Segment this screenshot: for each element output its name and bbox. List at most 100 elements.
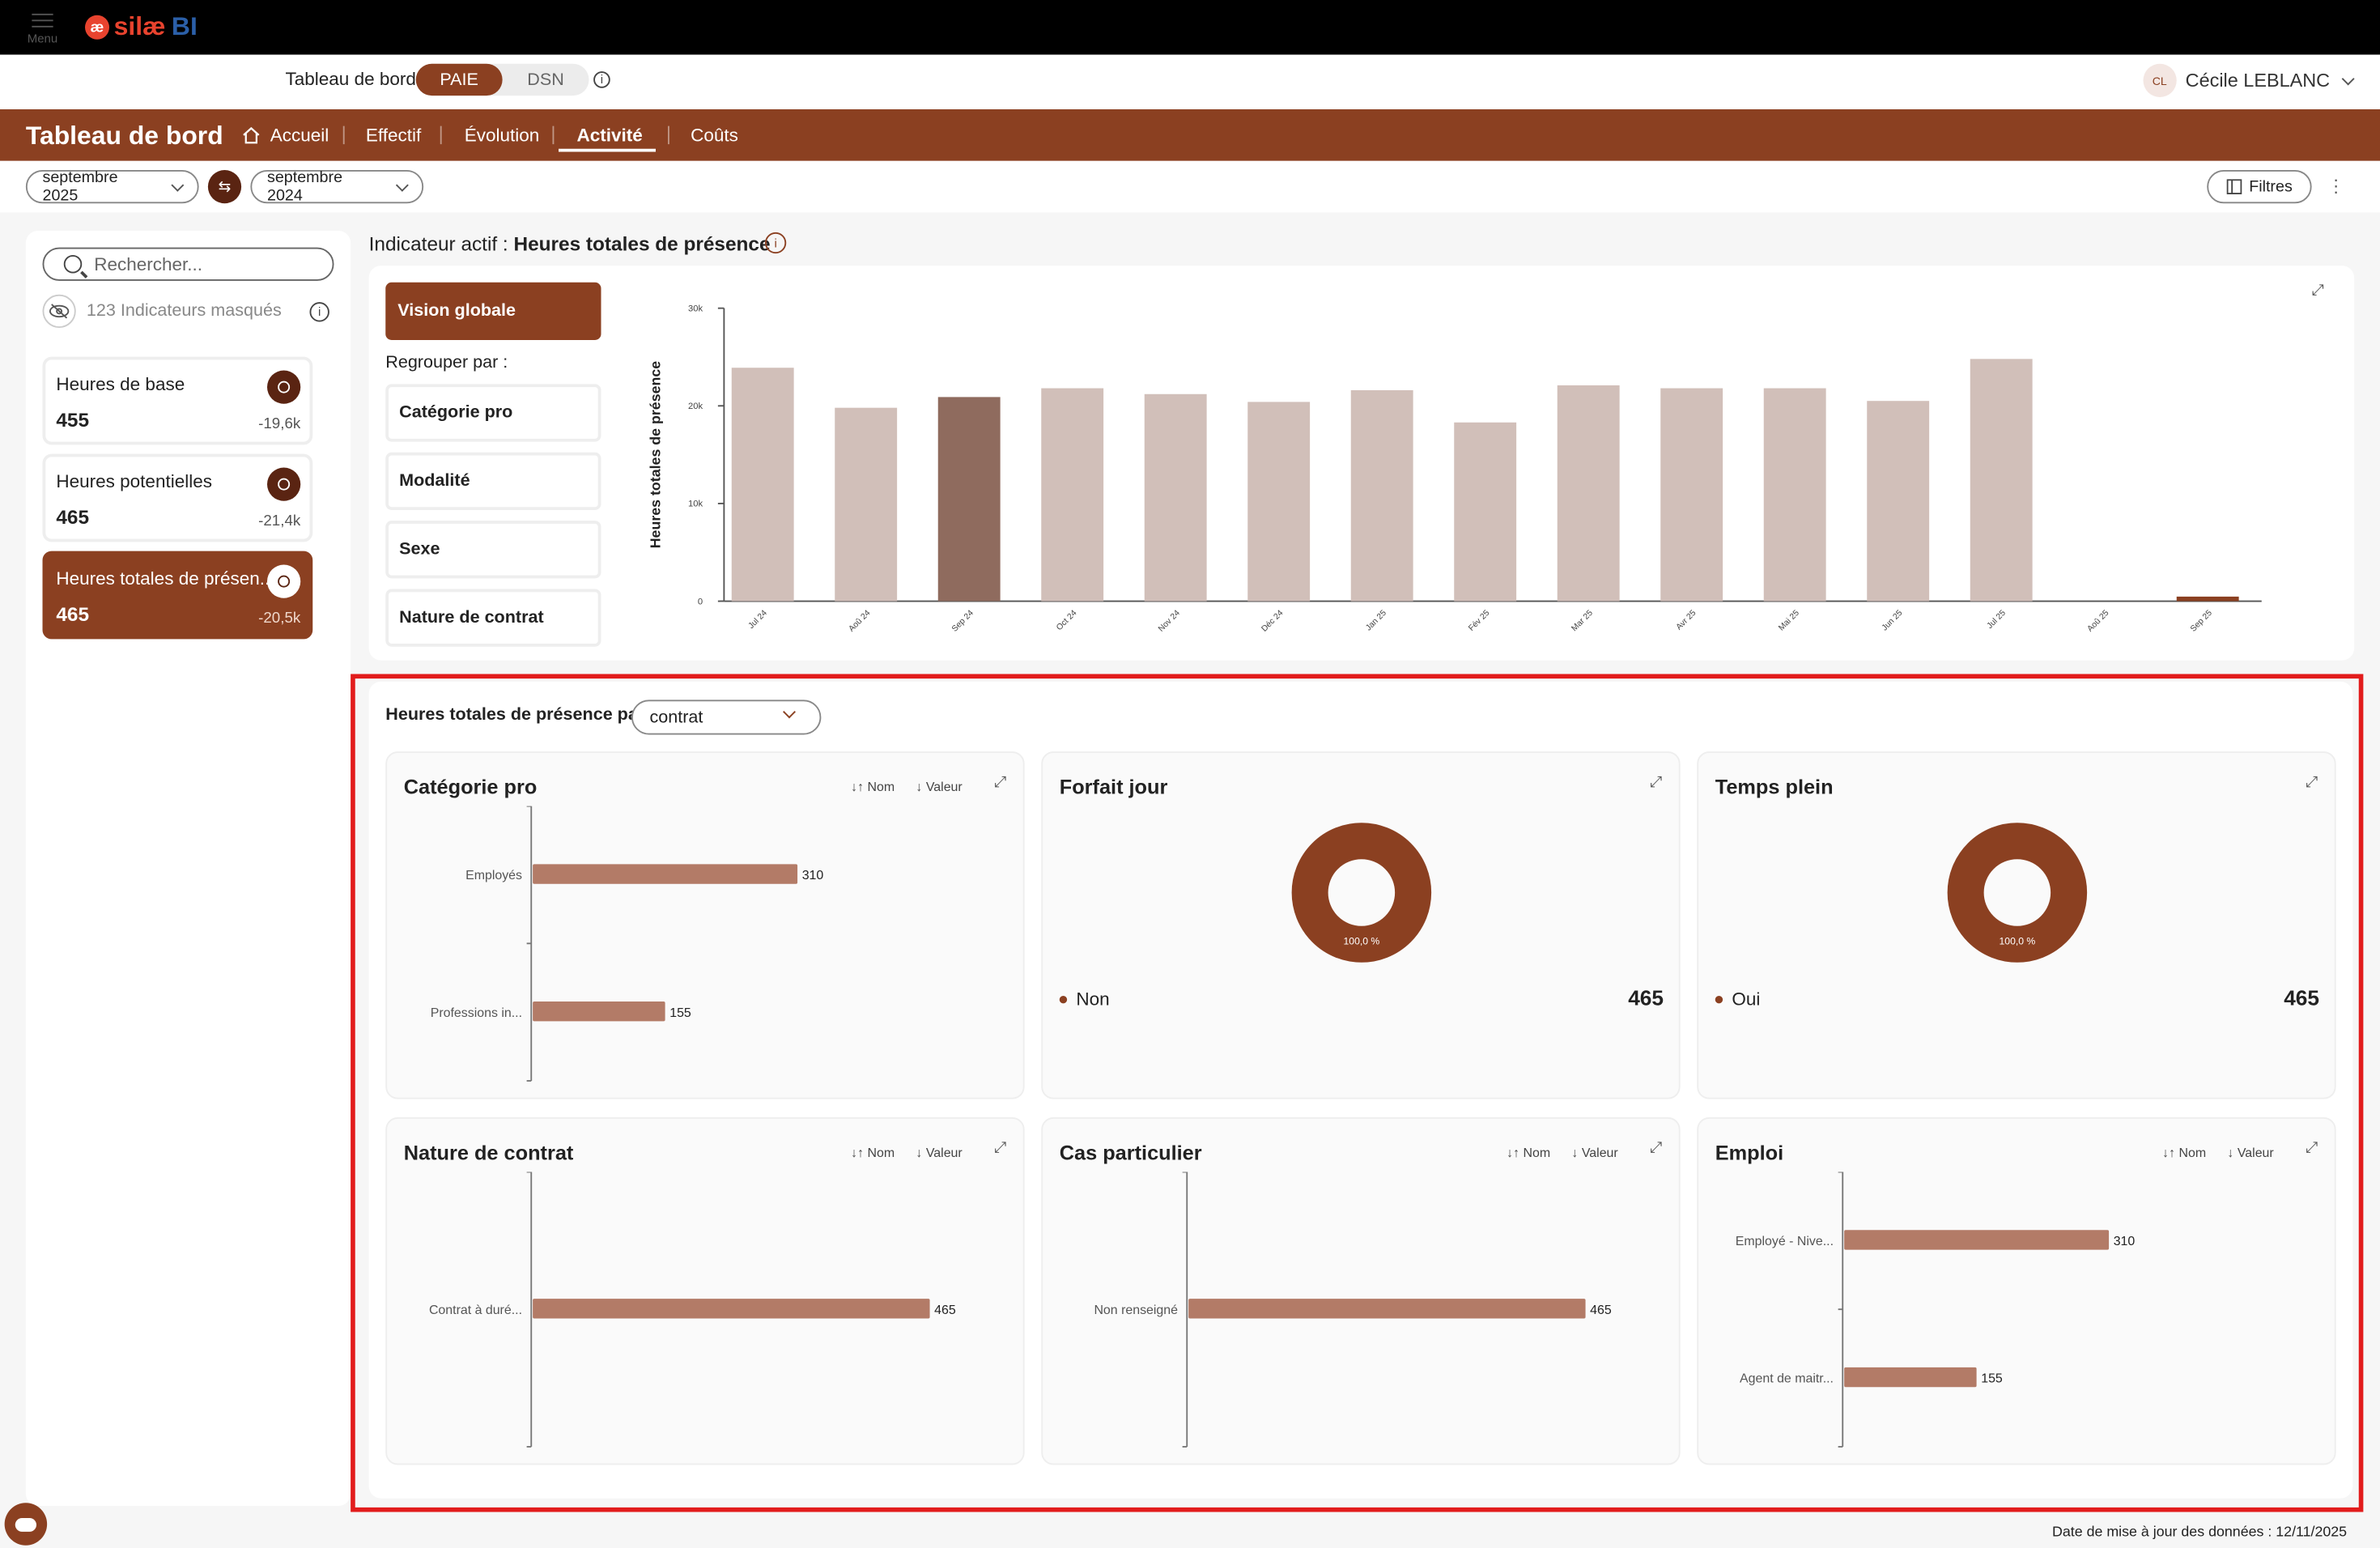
info-icon[interactable]: i — [765, 232, 787, 254]
home-icon — [243, 126, 260, 144]
kpi-card-heures-de-base[interactable]: Heures de base 455 -19,6k — [42, 356, 313, 445]
kpi-search-icon[interactable] — [267, 564, 301, 598]
sort-name-button[interactable]: ↓↑ Nom — [2162, 1144, 2207, 1160]
slice-label: 100,0 % — [2000, 935, 2036, 946]
info-icon[interactable]: i — [309, 302, 329, 322]
bar — [937, 397, 1001, 602]
kpi-card-heures-totales[interactable]: Heures totales de présen... 465 -20,5k — [42, 551, 313, 640]
chevron-down-icon — [171, 177, 185, 191]
expand-icon[interactable]: ⤢ — [994, 774, 1007, 791]
card-nature-contrat: Nature de contrat ↓↑ Nom ↓ Valeur ⤢ Contr… — [385, 1117, 1025, 1465]
data-update-date: Date de mise à jour des données : 12/11/… — [2052, 1524, 2348, 1542]
tab-accueil[interactable]: Accueil — [270, 124, 329, 146]
period-current-select[interactable]: septembre 2025 — [25, 168, 199, 206]
hbar-chart-nature-contrat: Contrat à duré... 465 — [429, 1172, 956, 1448]
card-title: Cas particulier — [1059, 1142, 1202, 1165]
x-tick-label: Mai 25 — [1777, 609, 1801, 633]
kpi-name: Heures de base — [56, 373, 185, 395]
group-nature-contrat-button[interactable]: Nature de contrat — [385, 589, 601, 647]
breakdown-selector-value: contrat — [649, 708, 703, 727]
kpi-value: 465 — [56, 602, 90, 626]
breakdown-selector[interactable]: contrat — [631, 700, 822, 735]
filters-label: Filtres — [2249, 177, 2293, 196]
sort-name-button[interactable]: ↓↑ Nom — [851, 1144, 895, 1160]
data-label: 310 — [2114, 1235, 2136, 1248]
bar — [1454, 422, 1517, 602]
card-emploi: Emploi ↓↑ Nom ↓ Valeur ⤢ Employé - Nive..… — [1697, 1117, 2336, 1465]
active-tab-indicator — [559, 148, 656, 152]
sort-name-button[interactable]: ↓↑ Nom — [851, 778, 895, 794]
sort-value-button[interactable]: ↓ Valeur — [2227, 1144, 2274, 1160]
kpi-delta: -20,5k — [258, 610, 301, 627]
x-tick-label: Jul 24 — [747, 609, 769, 631]
kpi-card-heures-potentielles[interactable]: Heures potentielles 465 -21,4k — [42, 453, 313, 542]
donut-chart-temps-plein: 100,0 % — [1947, 823, 2088, 963]
group-categorie-pro-button[interactable]: Catégorie pro — [385, 384, 601, 442]
hbar-chart-cas-particulier: Non renseigné 465 — [1094, 1172, 1612, 1448]
category-label: Employés — [465, 869, 522, 882]
sort-value-button[interactable]: ↓ Valeur — [1571, 1144, 1618, 1160]
y-tick-label: 30k — [688, 304, 703, 313]
vision-globale-button[interactable]: Vision globale — [385, 282, 601, 340]
hbar-chart-emploi: Employé - Nive... 310 Agent de maitr... 155 — [1736, 1172, 2136, 1448]
donut-chart-forfait-jour: 100,0 % — [1291, 823, 1432, 963]
bar — [835, 407, 898, 602]
legend-label: Non — [1076, 988, 1110, 1010]
bar — [1247, 402, 1311, 602]
legend-label: Oui — [1732, 988, 1761, 1010]
tab-activite[interactable]: Activité — [576, 124, 643, 146]
chat-icon[interactable] — [4, 1503, 48, 1546]
info-icon[interactable]: i — [593, 71, 610, 88]
period-current-label: septembre 2025 — [42, 168, 118, 206]
expand-icon[interactable]: ⤢ — [2306, 1140, 2318, 1157]
expand-icon[interactable]: ⤢ — [1650, 774, 1663, 791]
sort-value-button[interactable]: ↓ Valeur — [916, 778, 963, 794]
card-title: Catégorie pro — [403, 776, 538, 799]
masked-indicators[interactable]: 123 Indicateurs masqués — [42, 294, 282, 328]
x-tick-label: Fév 25 — [1467, 609, 1491, 633]
expand-icon[interactable]: ⤢ — [2311, 282, 2324, 300]
menu-button[interactable]: Menu — [21, 9, 64, 45]
app-bar — [0, 54, 2380, 109]
nav-separator — [342, 125, 345, 145]
compare-icon[interactable]: ⇆ — [207, 170, 242, 204]
category-label: Employé - Nive... — [1736, 1235, 1834, 1248]
more-options-icon[interactable]: · · · — [2332, 168, 2340, 202]
data-label: 465 — [934, 1303, 956, 1317]
paie-dsn-toggle[interactable]: PAIE DSN — [415, 63, 589, 96]
filters-button[interactable]: Filtres — [2207, 170, 2312, 204]
group-sexe-button[interactable]: Sexe — [385, 521, 601, 579]
toggle-dsn[interactable]: DSN — [527, 70, 564, 89]
x-tick-label: Aoû 25 — [2086, 609, 2111, 634]
bar — [1350, 389, 1413, 602]
group-modalite-button[interactable]: Modalité — [385, 452, 601, 510]
context-label: Tableau de bord — [285, 68, 416, 90]
period-compare-select[interactable]: septembre 2024 — [250, 168, 424, 205]
expand-icon[interactable]: ⤢ — [994, 1140, 1007, 1157]
expand-icon[interactable]: ⤢ — [2306, 774, 2318, 791]
toggle-paie[interactable]: PAIE — [415, 63, 503, 96]
expand-icon[interactable]: ⤢ — [1650, 1140, 1663, 1157]
bar — [533, 1002, 665, 1022]
search-placeholder: Rechercher... — [94, 253, 203, 275]
sort-value-button[interactable]: ↓ Valeur — [916, 1144, 963, 1160]
search-input[interactable]: Rechercher... — [42, 247, 334, 281]
card-temps-plein: Temps plein ⤢ 100,0 % Oui 465 — [1697, 751, 2336, 1099]
y-tick-label: 10k — [688, 500, 703, 509]
bar — [1041, 388, 1104, 602]
card-categorie-pro: Catégorie pro ↓↑ Nom ↓ Valeur ⤢ Employés 3… — [385, 751, 1025, 1099]
nav-separator — [440, 125, 442, 145]
logo[interactable]: æ silæ BI — [85, 12, 198, 43]
tab-couts[interactable]: Coûts — [691, 124, 738, 146]
tab-evolution[interactable]: Évolution — [464, 124, 540, 146]
kpi-search-icon[interactable] — [267, 467, 301, 501]
tab-effectif[interactable]: Effectif — [365, 124, 422, 146]
category-label: Professions in... — [431, 1006, 522, 1020]
kpi-search-icon[interactable] — [267, 370, 301, 404]
bar — [533, 864, 798, 884]
user-name: Cécile LEBLANC — [2185, 70, 2331, 91]
user-menu[interactable]: CL Cécile LEBLANC — [2143, 63, 2355, 97]
sort-name-button[interactable]: ↓↑ Nom — [1507, 1144, 1551, 1160]
data-label: 155 — [1981, 1372, 2003, 1386]
x-tick-label: Déc 24 — [1260, 609, 1286, 634]
